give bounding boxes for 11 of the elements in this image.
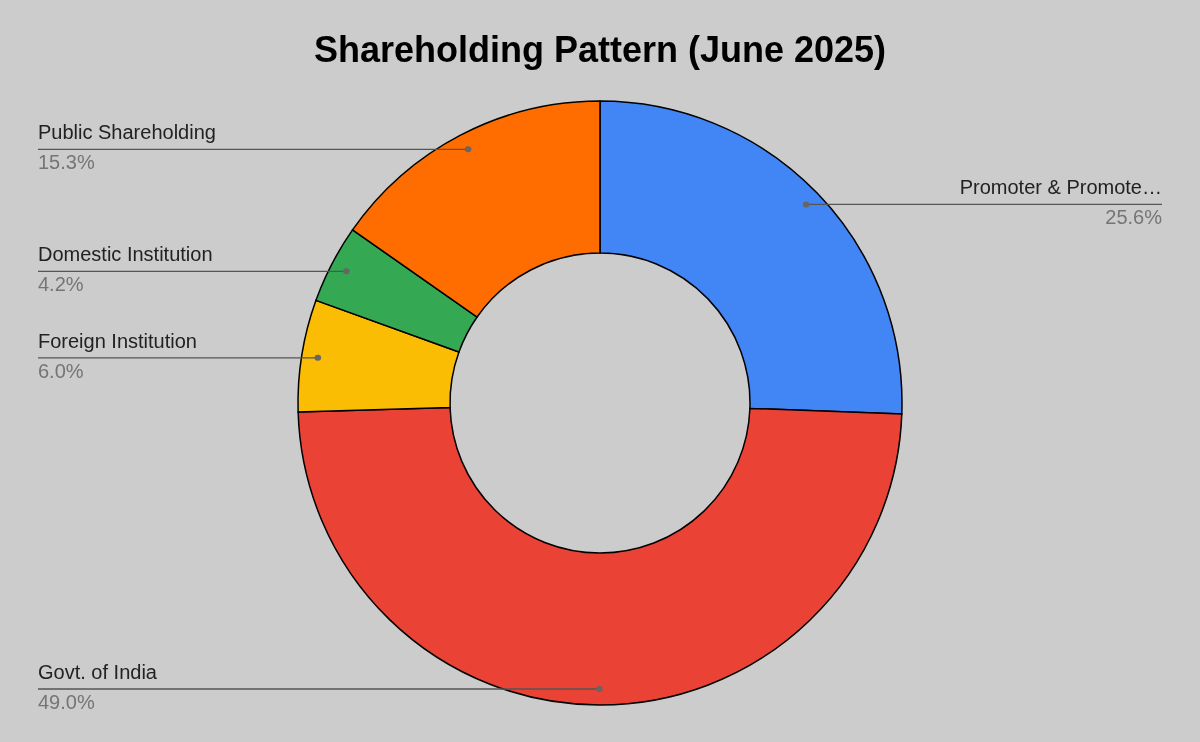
chart-title: Shareholding Pattern (June 2025) [313, 29, 887, 70]
slice-label: Domestic Institution [38, 243, 213, 266]
slice-label: Promoter & Promote… [959, 176, 1162, 199]
data-label: 49.0% [38, 691, 95, 713]
data-label: 15.3% [38, 151, 95, 174]
data-label: 4.2% [38, 273, 84, 296]
data-label: 25.6% [1105, 206, 1163, 229]
slice-label: Govt. of India [38, 661, 158, 683]
slice-label: Foreign Institution [38, 329, 197, 352]
slice-label: Public Shareholding [38, 121, 216, 144]
data-label: 6.0% [38, 359, 84, 382]
